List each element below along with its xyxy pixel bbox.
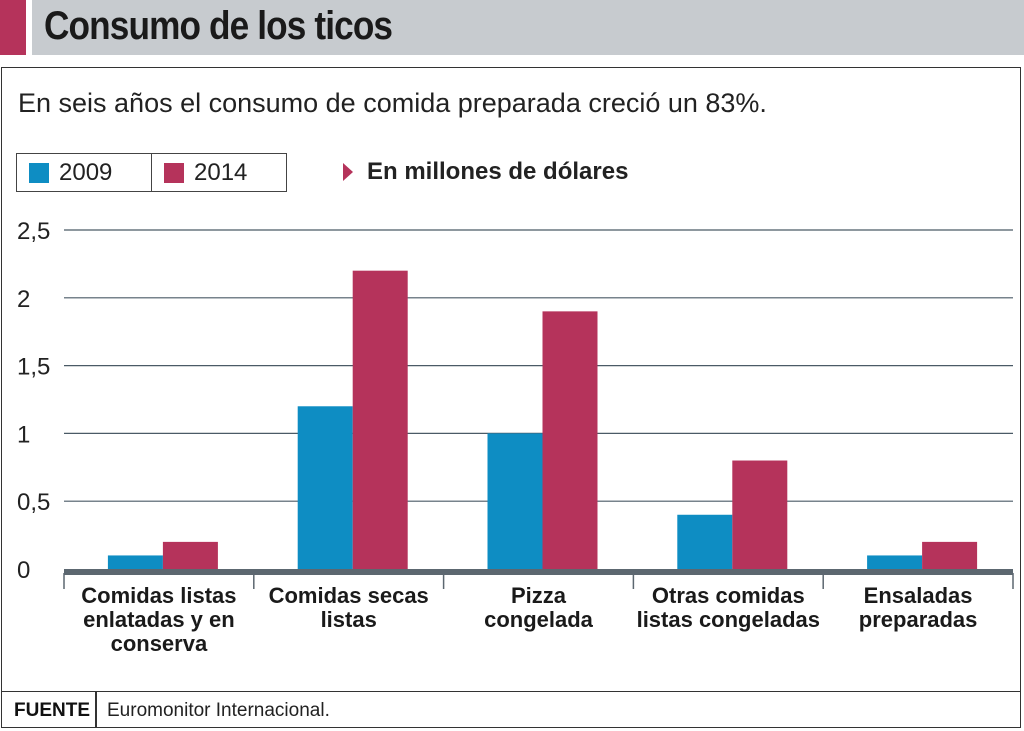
chart-title: Consumo de los ticos (44, 4, 393, 48)
x-category-label: listas congeladas (637, 607, 820, 632)
source-bar (1, 691, 1021, 728)
source-label: FUENTE (14, 700, 90, 721)
legend-item-2009: 2009 (17, 154, 151, 191)
chart-subtitle: En seis años el consumo de comida prepar… (18, 88, 767, 118)
legend-swatch-2009 (29, 162, 49, 183)
units-label: En millones de dólares (367, 158, 629, 185)
x-category-label: preparadas (859, 607, 978, 632)
legend-swatch-2014 (164, 162, 184, 183)
x-category-label: listas (321, 607, 377, 632)
bar-2009 (487, 433, 543, 569)
x-category-label: Otras comidas (652, 583, 805, 608)
chart-frame (1, 67, 1021, 728)
y-tick-label: 2,5 (17, 218, 50, 245)
y-tick-label: 0 (17, 557, 30, 584)
x-axis-line (64, 569, 1013, 575)
bar-2014 (922, 541, 978, 569)
x-category-label: enlatadas y en (83, 607, 235, 632)
bar-2014 (162, 541, 218, 569)
x-category-label: Ensaladas (864, 583, 973, 608)
legend-label-2009: 2009 (59, 158, 113, 186)
bar-2009 (107, 555, 163, 569)
y-tick-label: 2 (17, 286, 30, 313)
header-title-background (32, 0, 1024, 55)
bar-2009 (867, 555, 923, 569)
triangle-bullet-icon (343, 163, 353, 181)
y-tick-label: 0,5 (17, 489, 50, 516)
x-category-label: congelada (484, 607, 594, 632)
bar-2009 (677, 514, 733, 569)
x-category-label: Comidas listas (81, 583, 236, 608)
bar-2014 (542, 311, 598, 569)
x-category-label: conserva (111, 631, 208, 656)
bar-2009 (297, 406, 353, 569)
bar-2014 (352, 270, 408, 569)
legend-item-2014: 2014 (151, 154, 286, 191)
source-divider (95, 692, 97, 727)
units-note: En millones de dólares (343, 158, 628, 186)
x-category-label: Comidas secas (269, 583, 429, 608)
source-text: Euromonitor Internacional. (107, 700, 330, 721)
bar-2014 (732, 460, 788, 569)
y-tick-label: 1 (17, 421, 30, 448)
legend-label-2014: 2014 (194, 158, 248, 186)
legend: 2009 2014 (16, 153, 287, 192)
header-accent (0, 0, 26, 55)
y-tick-label: 1,5 (17, 354, 50, 381)
x-category-label: Pizza (511, 583, 567, 608)
